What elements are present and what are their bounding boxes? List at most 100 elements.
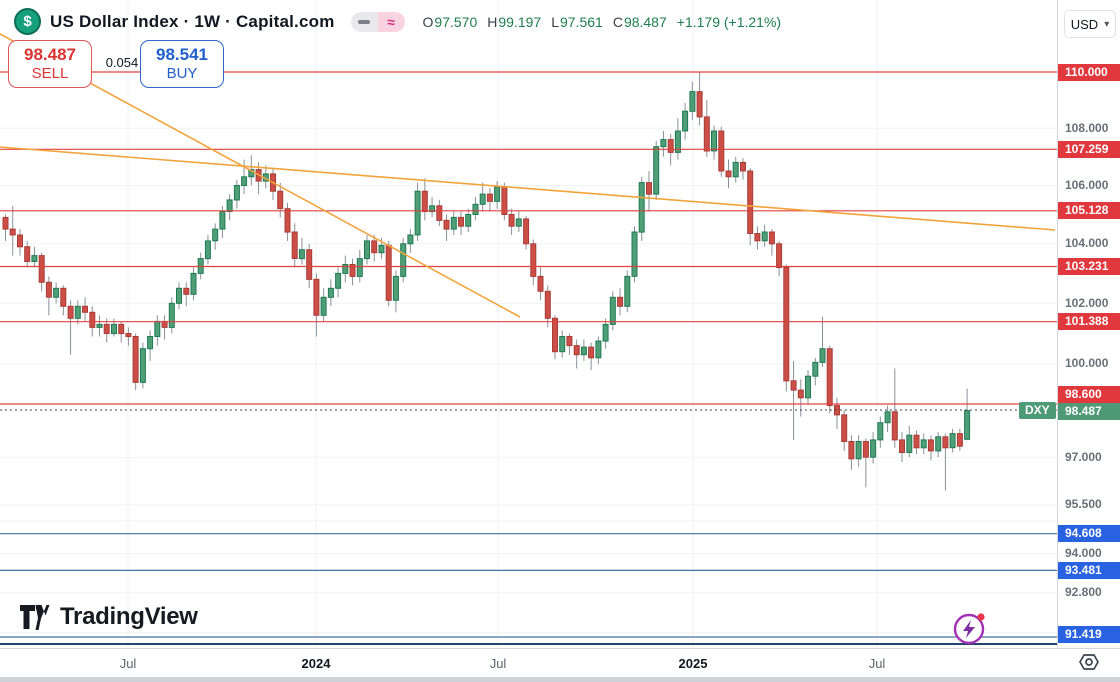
candle-body — [96, 323, 103, 328]
candle-body — [949, 433, 956, 449]
candle-body — [754, 233, 761, 242]
candle-body — [617, 296, 624, 307]
candle-body — [884, 411, 891, 424]
candle-body — [429, 205, 436, 213]
change-value: +1.179 (+1.21%) — [676, 13, 782, 30]
candle-body — [284, 208, 291, 233]
candle-body — [111, 323, 117, 334]
green-line-price-label: 98.487 — [1058, 403, 1120, 420]
currency-label: USD — [1070, 16, 1099, 32]
buy-button[interactable]: 98.541 BUY — [140, 40, 224, 88]
flash-events-button[interactable] — [951, 610, 988, 647]
time-axis-label: Jul — [868, 656, 886, 671]
buy-price: 98.541 — [156, 45, 208, 64]
high-label: H — [487, 13, 498, 30]
buy-label: BUY — [166, 65, 198, 82]
candle-body — [342, 264, 349, 274]
candle-body — [458, 216, 464, 227]
candle-body — [371, 240, 378, 254]
candle-body — [204, 240, 211, 260]
candle-body — [335, 272, 342, 289]
symbol-price-tag: DXY — [1019, 402, 1056, 419]
candle-body — [964, 410, 971, 440]
symbol-title[interactable]: US Dollar Index · 1W · Capital.com — [50, 11, 335, 31]
candle-body — [31, 255, 38, 263]
axis-price-label: 100.000 — [1065, 356, 1109, 370]
candle-body — [674, 130, 681, 153]
candle-body — [508, 214, 515, 227]
currency-dropdown[interactable]: USD ▾ — [1064, 10, 1116, 38]
candle-body — [638, 182, 645, 233]
tradingview-logo[interactable]: TradingView — [20, 603, 198, 631]
spread-value: 0.054 — [105, 55, 139, 70]
axis-price-label: 95.500 — [1065, 497, 1102, 511]
candle-body — [421, 190, 428, 212]
candle-body — [103, 323, 110, 334]
candle-body — [646, 182, 652, 195]
chevron-down-icon: ▾ — [1104, 18, 1110, 30]
sell-button[interactable]: 98.487 SELL — [8, 40, 92, 88]
candle-body — [740, 161, 746, 172]
open-value: 97.570 — [434, 13, 478, 30]
candle-body — [443, 219, 450, 230]
candle-body — [956, 433, 963, 447]
axis-settings-button[interactable] — [1078, 651, 1100, 673]
axis-price-label: 108.000 — [1065, 121, 1109, 135]
candle-body — [899, 439, 905, 453]
candle-body — [2, 216, 9, 230]
red-line-price-label: 101.388 — [1058, 313, 1120, 330]
market-status-toggle[interactable]: ≈ — [350, 11, 405, 32]
candle-body — [486, 193, 493, 202]
candle-body — [595, 340, 602, 359]
axis-price-label: 102.000 — [1065, 296, 1109, 310]
candle-body — [819, 348, 826, 363]
approx-icon[interactable]: ≈ — [377, 11, 405, 32]
candle-body — [465, 214, 472, 227]
time-axis[interactable]: Jul 2024 Jul 2025 Jul — [0, 648, 1120, 678]
candle-body — [653, 146, 660, 195]
candle-body — [385, 244, 392, 301]
candle-body — [45, 281, 52, 298]
candle-body — [125, 333, 132, 337]
open-label: O — [422, 13, 434, 30]
candle-body — [862, 441, 869, 458]
candle-body — [139, 348, 146, 383]
candle-body — [436, 205, 443, 221]
close-value: 98.487 — [623, 13, 667, 30]
candle-body — [356, 258, 363, 277]
candle-body — [226, 199, 233, 212]
candle-body — [176, 287, 182, 304]
candle-body — [805, 375, 811, 399]
candle-body — [848, 441, 855, 460]
trade-panel: 98.487 SELL 0.054 98.541 BUY — [8, 40, 224, 88]
symbol-legend[interactable]: $ US Dollar Index · 1W · Capital.com ≈ O… — [14, 8, 781, 35]
candle-body — [935, 436, 942, 452]
candle-body — [703, 116, 710, 152]
axis-price-label: 94.000 — [1065, 546, 1102, 560]
candle-body — [74, 305, 81, 319]
candle-body — [906, 434, 913, 454]
axis-price-label: 97.000 — [1065, 450, 1102, 464]
candle-body — [790, 380, 797, 391]
red-line-price-label: 110.000 — [1058, 64, 1120, 81]
candle-body — [913, 434, 920, 449]
candle-body — [566, 336, 573, 347]
dash-icon[interactable] — [350, 11, 378, 32]
candle-body — [812, 361, 819, 377]
candle-body — [400, 243, 407, 277]
candle-body — [580, 346, 587, 356]
low-value: 97.561 — [559, 13, 603, 30]
candlestick-chart-pane[interactable] — [0, 0, 1057, 648]
candle-body — [515, 218, 522, 227]
dollar-symbol-icon: $ — [14, 8, 41, 35]
candle-body — [82, 305, 88, 313]
window-bottom-strip — [0, 677, 1120, 682]
close-label: C — [612, 13, 623, 30]
trend-line[interactable] — [0, 146, 1056, 231]
candle-body — [233, 185, 240, 201]
axis-price-label: 92.800 — [1065, 585, 1102, 599]
candle-body — [9, 228, 16, 236]
candle-body — [349, 264, 356, 277]
price-axis[interactable]: USD ▾ 108.000 106.000 104.000 102.000 100.00… — [1057, 0, 1120, 648]
candle-body — [219, 211, 226, 230]
